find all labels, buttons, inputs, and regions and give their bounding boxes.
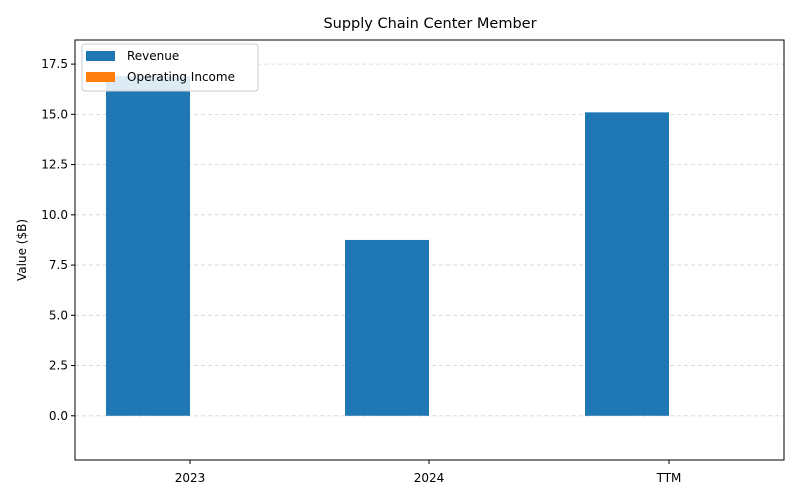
y-tick-label: 17.5	[41, 57, 68, 71]
y-tick-label: 7.5	[49, 258, 68, 272]
x-tick-label: 2023	[175, 471, 206, 485]
x-tick-label: 2024	[414, 471, 445, 485]
y-tick-label: 10.0	[41, 208, 68, 222]
chart-title: Supply Chain Center Member	[323, 16, 536, 32]
legend-label-revenue: Revenue	[127, 49, 179, 63]
y-tick-label: 0.0	[49, 409, 68, 423]
y-tick-label: 5.0	[49, 308, 68, 322]
legend-box	[81, 43, 259, 92]
bars	[106, 76, 669, 416]
x-axis-ticks: 2023 2024 TTM	[175, 460, 682, 485]
y-tick-label: 2.5	[49, 359, 68, 373]
legend: Revenue Operating Income	[81, 43, 259, 92]
bar-revenue-2024	[345, 239, 429, 416]
legend-swatch-revenue	[86, 51, 115, 61]
legend-swatch-operating-income	[86, 72, 115, 82]
y-tick-label: 15.0	[41, 107, 68, 121]
y-tick-label: 12.5	[41, 158, 68, 172]
y-axis-ticks: 0.0 2.5 5.0 7.5 10.0 12.5 15.0 17.5	[41, 57, 75, 423]
x-tick-label: TTM	[656, 471, 682, 485]
y-axis-label: Value ($B)	[15, 219, 29, 281]
legend-label-operating-income: Operating Income	[127, 70, 235, 84]
bar-revenue-2023	[106, 76, 190, 416]
bar-revenue-ttm	[585, 112, 669, 416]
